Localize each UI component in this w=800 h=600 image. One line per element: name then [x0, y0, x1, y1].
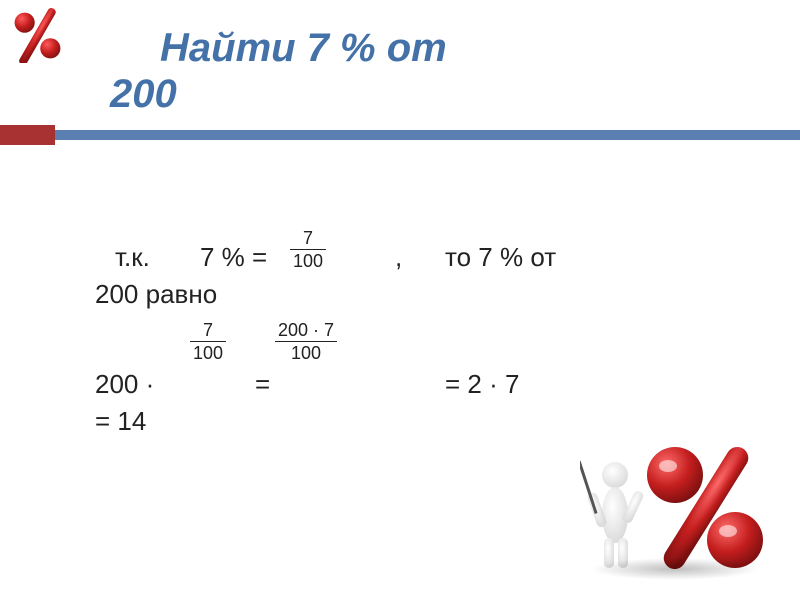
title-line1: Найти 7 % от [160, 26, 447, 70]
text-200-ravno: 200 равно [95, 275, 217, 314]
fraction-7-100-b: 7 100 [190, 320, 226, 362]
text-eq-14: = 14 [95, 402, 146, 441]
math-row-1: т.к. 7 % = 7 100 , то 7 % от 200 равно [95, 220, 740, 300]
text-eq-2x7: = 2 · 7 [445, 365, 519, 404]
divider-line [55, 130, 800, 140]
fraction-200x7-100: 200 · 7 100 [275, 320, 337, 362]
math-row-2: 7 100 200 · 7 100 200 · = = 2 · 7 = 14 [95, 320, 740, 410]
text-eq1: = [255, 365, 270, 404]
slide-title: Найти 7 % от 200 [50, 25, 780, 117]
big-percent-icon [647, 443, 763, 573]
mannequin-icon [580, 461, 645, 568]
divider-accent [0, 125, 55, 145]
text-7pct-eq: 7 % = [200, 238, 267, 277]
figure-shadow [590, 558, 760, 580]
text-to-7pct-ot: то 7 % от [445, 238, 556, 277]
text-tk: т.к. [115, 238, 150, 277]
text-200-dot: 200 · [95, 365, 154, 404]
title-divider [0, 125, 800, 145]
percent-figure-bottom [580, 420, 770, 580]
title-line2: 200 [110, 71, 780, 117]
math-content: т.к. 7 % = 7 100 , то 7 % от 200 равно 7… [95, 220, 740, 410]
fraction-7-100-a: 7 100 [290, 228, 326, 270]
text-comma: , [395, 238, 402, 277]
